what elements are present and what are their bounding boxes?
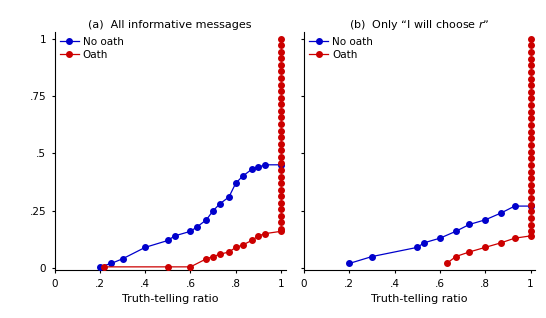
Legend: No oath, Oath: No oath, Oath <box>58 35 126 62</box>
Title: (a)  All informative messages: (a) All informative messages <box>88 20 252 30</box>
Legend: No oath, Oath: No oath, Oath <box>307 35 375 62</box>
X-axis label: Truth-telling ratio: Truth-telling ratio <box>122 294 218 304</box>
X-axis label: Truth-telling ratio: Truth-telling ratio <box>371 294 468 304</box>
Title: (b)  Only “I will choose $r$”: (b) Only “I will choose $r$” <box>349 17 490 31</box>
